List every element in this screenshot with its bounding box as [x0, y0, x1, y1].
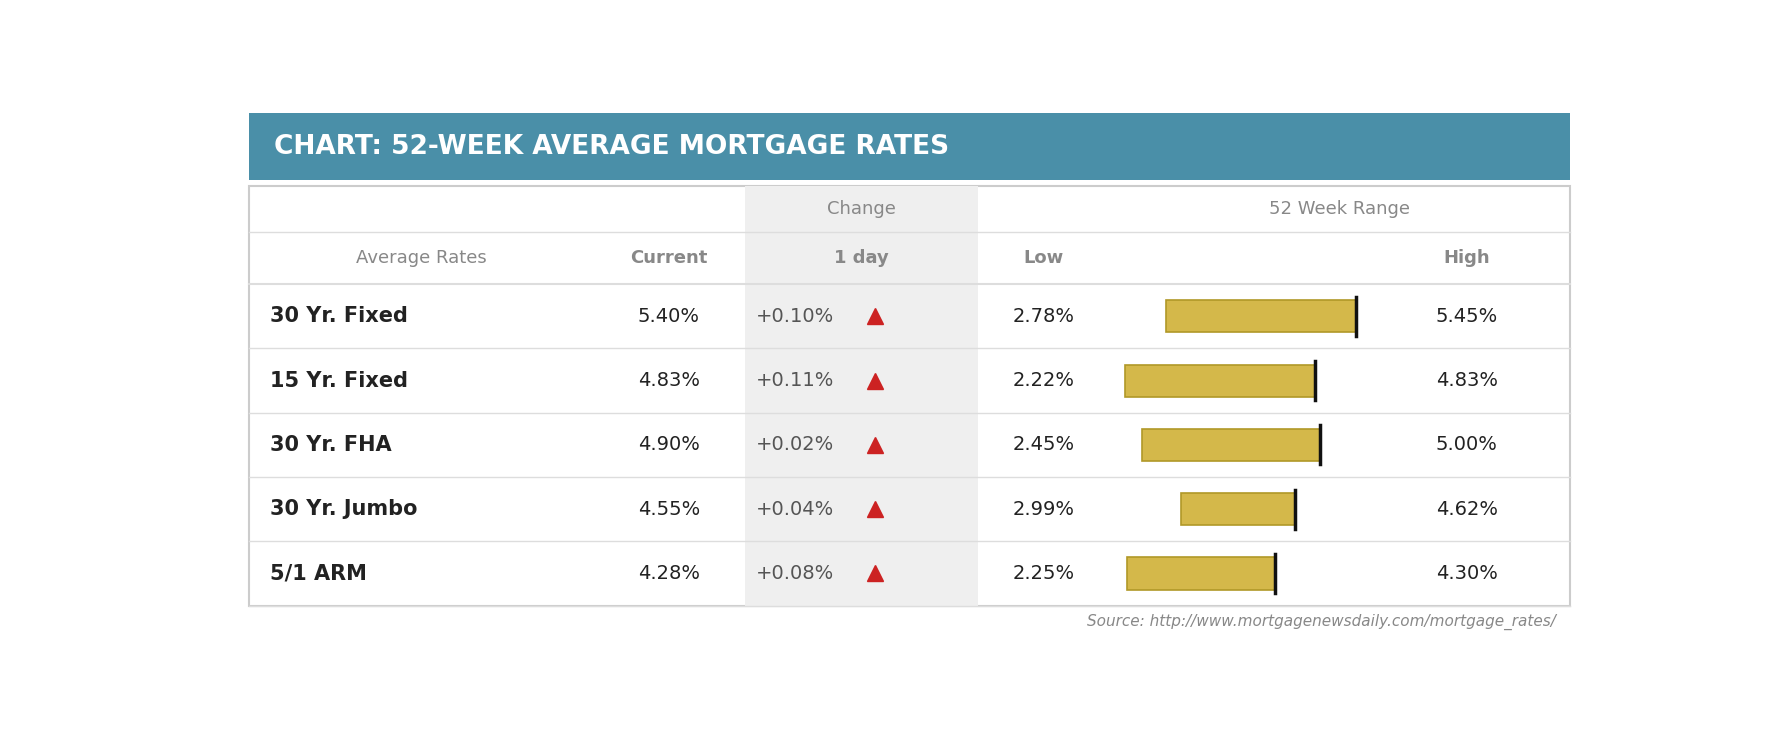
FancyBboxPatch shape [1127, 557, 1274, 590]
Text: 2.99%: 2.99% [1014, 499, 1076, 519]
FancyBboxPatch shape [1125, 365, 1315, 397]
FancyBboxPatch shape [746, 186, 978, 605]
Text: 2.78%: 2.78% [1014, 307, 1076, 326]
Text: Current: Current [630, 249, 708, 267]
Text: 30 Yr. Jumbo: 30 Yr. Jumbo [270, 499, 417, 519]
Text: 5.45%: 5.45% [1436, 307, 1498, 326]
Text: Change: Change [827, 200, 896, 218]
Text: Average Rates: Average Rates [357, 249, 486, 267]
Text: +0.11%: +0.11% [756, 371, 834, 390]
Text: 4.28%: 4.28% [637, 564, 699, 583]
Text: 2.22%: 2.22% [1014, 371, 1076, 390]
Text: High: High [1443, 249, 1491, 267]
Text: +0.02%: +0.02% [756, 435, 834, 454]
Text: 4.62%: 4.62% [1436, 499, 1498, 519]
Text: +0.10%: +0.10% [756, 307, 834, 326]
Text: 5.40%: 5.40% [637, 307, 699, 326]
Text: 4.30%: 4.30% [1436, 564, 1498, 583]
Text: Source: http://www.mortgagenewsdaily.com/mortgage_rates/: Source: http://www.mortgagenewsdaily.com… [1088, 614, 1557, 630]
Text: 2.45%: 2.45% [1014, 435, 1076, 454]
FancyBboxPatch shape [1141, 429, 1321, 461]
FancyBboxPatch shape [249, 114, 1571, 180]
Text: 4.83%: 4.83% [637, 371, 699, 390]
Text: +0.04%: +0.04% [756, 499, 834, 519]
Text: 2.25%: 2.25% [1014, 564, 1076, 583]
Text: +0.08%: +0.08% [756, 564, 834, 583]
Text: 5/1 ARM: 5/1 ARM [270, 563, 367, 584]
Text: 4.83%: 4.83% [1436, 371, 1498, 390]
Text: 4.90%: 4.90% [637, 435, 699, 454]
Text: 30 Yr. Fixed: 30 Yr. Fixed [270, 306, 408, 326]
Text: 15 Yr. Fixed: 15 Yr. Fixed [270, 371, 408, 390]
FancyBboxPatch shape [1180, 493, 1294, 525]
Text: 30 Yr. FHA: 30 Yr. FHA [270, 435, 392, 455]
Text: 1 day: 1 day [834, 249, 889, 267]
FancyBboxPatch shape [249, 186, 1571, 605]
FancyBboxPatch shape [1166, 300, 1356, 332]
Text: Low: Low [1024, 249, 1063, 267]
Text: CHART: 52-WEEK AVERAGE MORTGAGE RATES: CHART: 52-WEEK AVERAGE MORTGAGE RATES [273, 134, 950, 159]
Text: 4.55%: 4.55% [637, 499, 699, 519]
Text: 5.00%: 5.00% [1436, 435, 1498, 454]
Text: 52 Week Range: 52 Week Range [1269, 200, 1409, 218]
